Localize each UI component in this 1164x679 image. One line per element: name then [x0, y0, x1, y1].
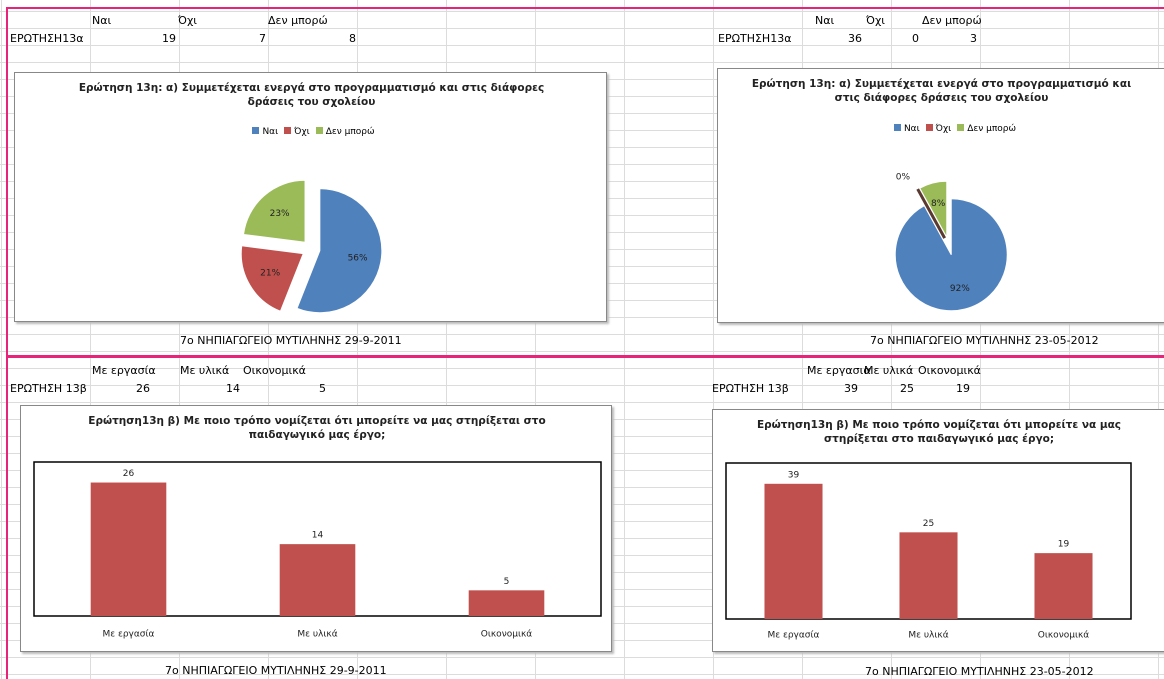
legend: Ναι Όχι Δεν μπορώ [15, 126, 606, 139]
column-header: Με εργασία [92, 364, 156, 377]
bar [468, 590, 545, 616]
chart-title: Ερώτηση13η β) Με ποιο τρόπο νομίζεται ότ… [756, 419, 1122, 445]
legend-swatch [925, 124, 933, 131]
print-area [6, 356, 1164, 679]
bar [764, 483, 823, 619]
legend-label: Ναι [262, 127, 279, 137]
row-label: ΕΡΩΤΗΣΗ 13β [10, 382, 87, 395]
cell-value: 0 [912, 32, 919, 45]
data-label: 19 [1058, 540, 1070, 550]
bar [899, 532, 958, 619]
data-label: 8% [931, 199, 946, 209]
data-label: 5 [504, 577, 510, 587]
x-tick-label: Με υλικά [297, 630, 337, 640]
row-label: ΕΡΩΤΗΣΗ13α [10, 32, 84, 45]
cell-value: 3 [970, 32, 977, 45]
cell-value: 39 [844, 382, 858, 395]
column-header: Ναι [92, 14, 112, 27]
cell-value: 19 [162, 32, 176, 45]
chart: Ερώτηση 13η: α) Συμμετέχεται ενεργά στο … [14, 72, 607, 322]
pie-slice [242, 179, 306, 243]
pie-slice [240, 245, 304, 312]
x-tick-label: Με υλικά [908, 631, 948, 641]
column-header: Όχι [866, 14, 886, 27]
data-label: 92% [950, 284, 970, 294]
chart: Ερώτηση 13η: α) Συμμετέχεται ενεργά στο … [717, 68, 1164, 323]
chart-title: Ερώτηση 13η: α) Συμμετέχεται ενεργά στο … [78, 82, 545, 108]
legend-swatch [284, 127, 292, 134]
footer: 7ο ΝΗΠΙΑΓΩΓΕΙΟ ΜΥΤΙΛΗΝΗΣ 29-9-2011 [180, 334, 402, 347]
column-header: Οικονομικά [918, 364, 981, 377]
x-tick-label: Οικονομικά [481, 630, 533, 640]
plot: 56% 21% 23% [240, 179, 383, 314]
column-header: Οικονομικά [243, 364, 306, 377]
footer: 7ο ΝΗΠΙΑΓΩΓΕΙΟ ΜΥΤΙΛΗΝΗΣ 23-05-2012 [870, 334, 1099, 347]
cell-value: 19 [956, 382, 970, 395]
row-label: ΕΡΩΤΗΣΗ 13β [712, 382, 789, 395]
legend-swatch [252, 127, 260, 134]
bar [279, 544, 356, 616]
x-tick-label: Με εργασία [767, 631, 819, 641]
plot: 92% 0% 8% [894, 172, 1008, 312]
plot: 26 Με εργασία 14 Με υλικά 5 Οικονομικά [33, 461, 602, 640]
legend-label: Δεν μπορώ [325, 127, 375, 137]
cell-value: 8 [349, 32, 356, 45]
pie-slice [916, 188, 946, 239]
footer: 7ο ΝΗΠΙΑΓΩΓΕΙΟ ΜΥΤΙΛΗΝΗΣ 23-05-2012 [865, 665, 1094, 678]
data-label: 14 [312, 531, 324, 541]
legend-label: Ναι [903, 124, 920, 134]
data-label: 39 [788, 470, 800, 480]
legend-label: Όχι [935, 124, 952, 134]
bar [90, 482, 167, 616]
cell-value: 7 [259, 32, 266, 45]
cell-value: 5 [319, 382, 326, 395]
cell-value: 25 [900, 382, 914, 395]
row-label: ΕΡΩΤΗΣΗ13α [718, 32, 792, 45]
pie-slice [296, 188, 383, 314]
column-header: Με υλικά [864, 364, 914, 377]
bar [1034, 553, 1093, 619]
chart: Ερώτηση13η β) Με ποιο τρόπο νομίζεται ότ… [20, 405, 612, 652]
column-header: Δεν μπορώ [268, 14, 328, 27]
pie-slice [919, 180, 948, 238]
cell-value: 14 [226, 382, 240, 395]
pie-slice [894, 198, 1008, 312]
column-header: Όχι [178, 14, 198, 27]
data-label: 23% [270, 209, 290, 219]
data-label: 26 [123, 469, 135, 479]
cell-value: 36 [848, 32, 862, 45]
column-header: Με εργασια [807, 364, 871, 377]
footer: 7ο ΝΗΠΙΑΓΩΓΕΙΟ ΜΥΤΙΛΗΝΗΣ 29-9-2011 [165, 664, 387, 677]
legend-swatch [893, 124, 901, 131]
data-label: 21% [260, 269, 280, 279]
column-header: Με υλικά [180, 364, 230, 377]
chart: Ερώτηση13η β) Με ποιο τρόπο νομίζεται ότ… [712, 409, 1164, 652]
chart-title: Ερώτηση13η β) Με ποιο τρόπο νομίζεται ότ… [88, 415, 546, 441]
column-header: Δεν μπορώ [922, 14, 982, 27]
legend-swatch [315, 127, 323, 134]
data-label: 0% [896, 172, 911, 182]
cell-value: 26 [136, 382, 150, 395]
data-label: 25 [923, 519, 934, 529]
legend-label: Όχι [294, 127, 310, 137]
column-header: Ναι [815, 14, 835, 27]
legend: Ναι Όχι Δεν μπορώ [718, 123, 1164, 136]
x-tick-label: Με εργασία [102, 630, 154, 640]
data-label: 56% [348, 253, 368, 263]
legend-swatch [957, 124, 965, 131]
legend-label: Δεν μπορώ [967, 124, 1017, 134]
plot: 39 Με εργασία 25 Με υλικά 19 Οικονομικά [725, 462, 1132, 641]
x-tick-label: Οικονομικά [1038, 631, 1090, 641]
chart-title: Ερώτηση 13η: α) Συμμετέχεται ενεργά στο … [751, 78, 1132, 104]
